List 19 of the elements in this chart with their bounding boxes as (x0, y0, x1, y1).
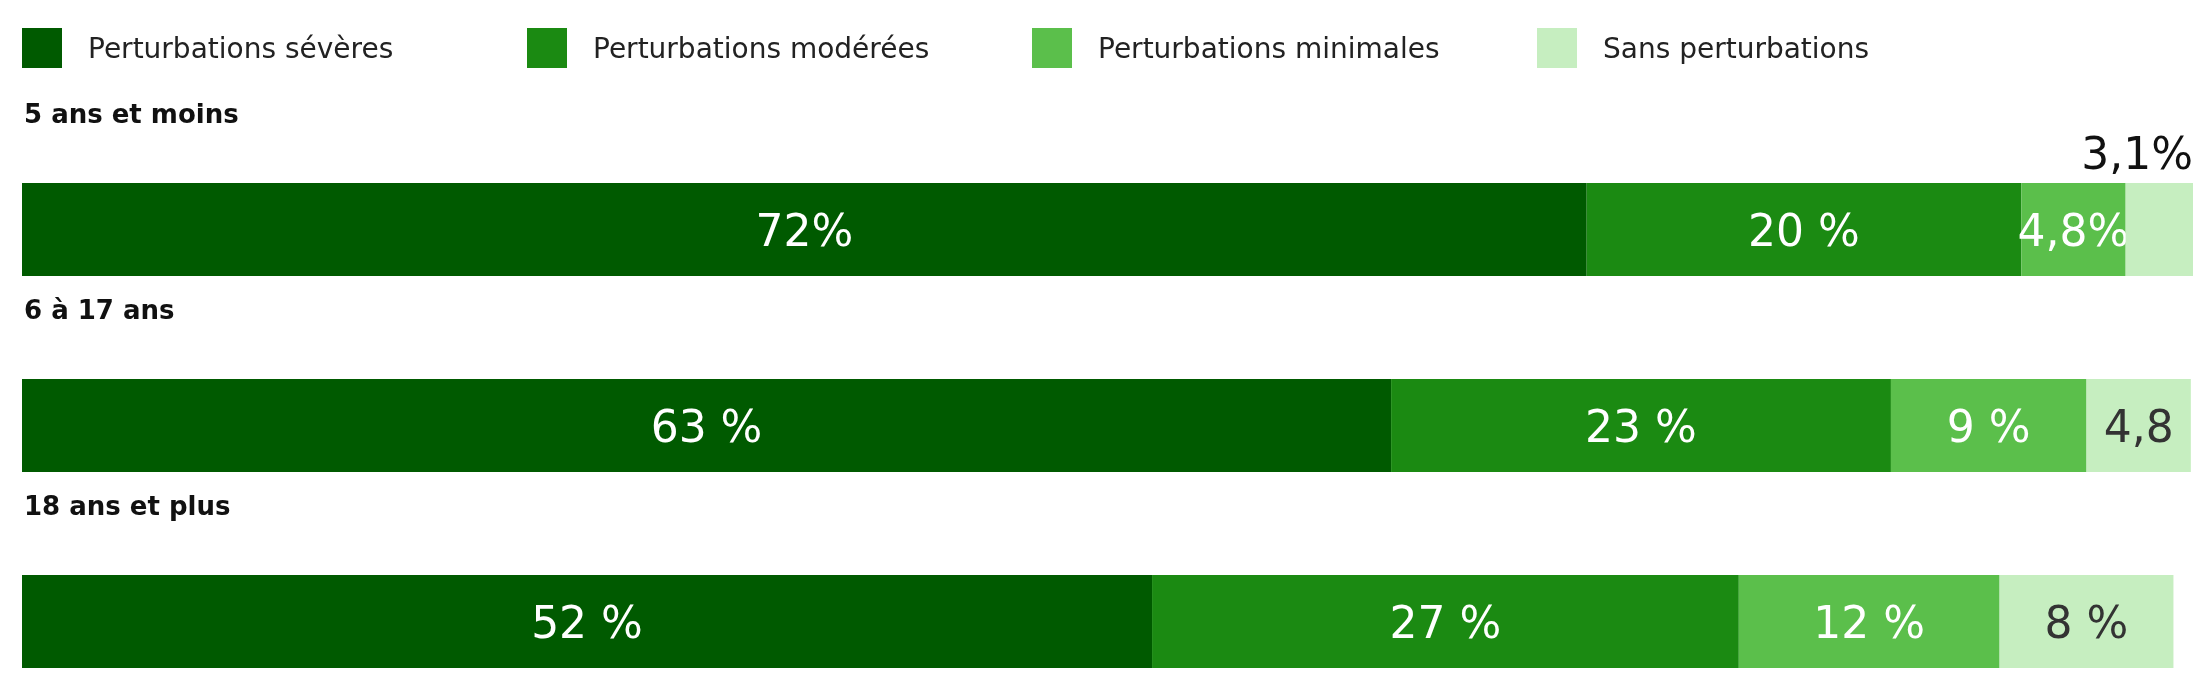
data-label: 27 % (1389, 596, 1502, 648)
y-tick-label: 5 ans et moins (24, 99, 239, 129)
data-label: 4,8 (2103, 400, 2174, 452)
data-label: 63 % (650, 400, 763, 452)
legend-label: Perturbations sévères (88, 32, 394, 65)
data-label: 9 % (1946, 400, 2031, 452)
data-label: 20 % (1748, 204, 1860, 256)
y-tick-label: 6 à 17 ans (24, 295, 175, 325)
y-tick-label: 18 ans et plus (24, 491, 231, 521)
data-label: 23 % (1585, 400, 1697, 452)
data-label: 3,1% (2081, 128, 2193, 179)
data-label: 8 % (2044, 596, 2129, 648)
data-label: 52 % (531, 596, 643, 648)
data-label: 72% (755, 204, 854, 256)
legend-label: Perturbations modérées (593, 32, 930, 65)
data-label: 12 % (1813, 596, 1926, 648)
legend-label: Sans perturbations (1603, 32, 1870, 65)
legend-label: Perturbations minimales (1098, 32, 1440, 65)
data-label: 4,8% (2017, 204, 2130, 256)
